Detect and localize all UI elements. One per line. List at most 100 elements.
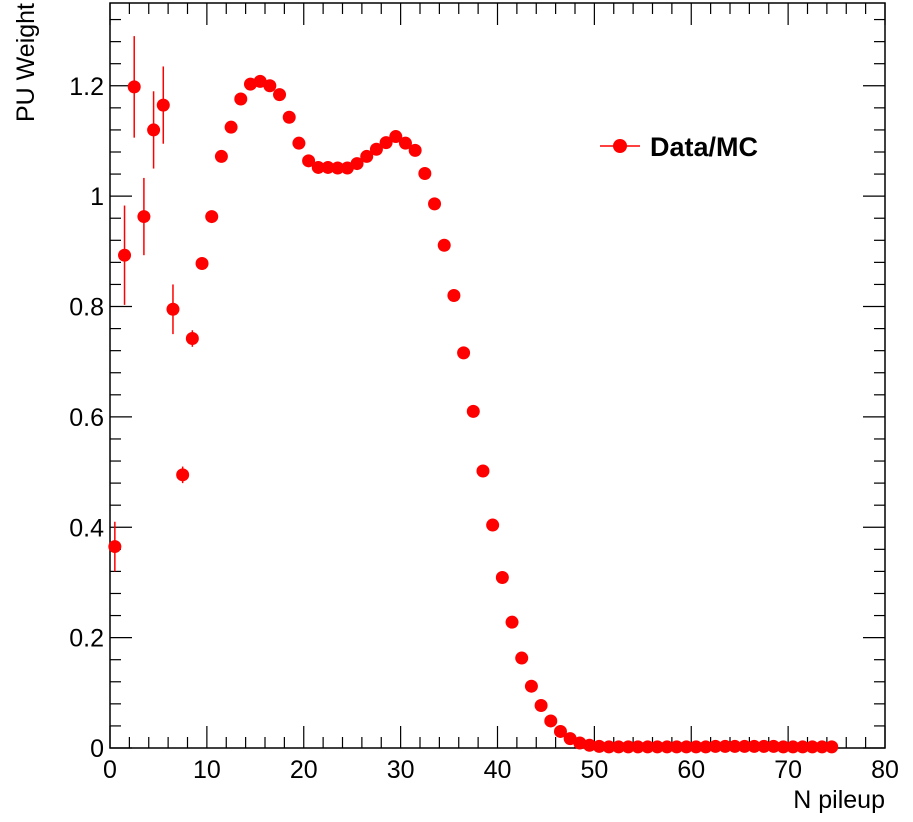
data-point	[641, 740, 655, 754]
data-point	[166, 284, 180, 335]
data-marker	[708, 739, 722, 753]
data-point	[447, 288, 461, 302]
data-point	[466, 404, 480, 418]
data-point	[776, 740, 790, 754]
data-point	[602, 740, 616, 754]
data-marker	[224, 120, 238, 134]
data-marker	[776, 740, 790, 754]
data-marker	[263, 79, 277, 93]
data-point	[118, 205, 132, 305]
data-point	[592, 739, 606, 753]
data-marker	[234, 92, 248, 106]
data-point	[224, 120, 238, 134]
data-marker	[563, 732, 577, 746]
data-point	[137, 177, 151, 256]
data-marker	[360, 149, 374, 163]
data-point	[379, 136, 393, 150]
data-marker	[505, 615, 519, 629]
data-point	[205, 210, 219, 224]
data-point	[573, 736, 587, 750]
data-point	[621, 740, 635, 754]
data-point	[718, 739, 732, 753]
y-tick-label: 0.2	[69, 625, 104, 653]
y-tick-label: 1	[90, 183, 104, 211]
data-point	[273, 88, 287, 102]
data-point	[544, 714, 558, 728]
legend-label: Data/MC	[650, 132, 758, 162]
data-point	[437, 238, 451, 252]
data-point	[176, 466, 190, 484]
data-marker	[205, 210, 219, 224]
data-marker	[408, 143, 422, 157]
data-point	[389, 130, 403, 144]
data-marker	[612, 740, 626, 754]
data-marker	[379, 136, 393, 150]
x-tick-label: 60	[677, 756, 705, 784]
data-marker	[466, 404, 480, 418]
data-marker	[476, 464, 490, 478]
data-point	[147, 91, 161, 169]
data-point	[369, 142, 383, 156]
plot-frame	[109, 2, 886, 749]
data-marker	[398, 136, 412, 150]
data-marker	[796, 740, 810, 754]
x-tick-label: 50	[580, 756, 608, 784]
data-marker	[253, 74, 267, 88]
data-marker	[389, 130, 403, 144]
data-marker	[156, 98, 170, 112]
data-marker	[292, 136, 306, 150]
data-point	[185, 330, 199, 347]
data-marker	[166, 302, 180, 316]
y-tick-label: 1.2	[69, 73, 104, 101]
x-tick-label: 20	[290, 756, 318, 784]
data-marker	[137, 210, 151, 224]
data-marker	[825, 740, 839, 754]
data-point	[757, 739, 771, 753]
data-point	[708, 739, 722, 753]
data-point	[534, 699, 548, 713]
data-point	[747, 739, 761, 753]
data-marker	[602, 740, 616, 754]
data-marker	[418, 167, 432, 181]
data-marker	[718, 739, 732, 753]
data-point	[350, 157, 364, 171]
data-marker	[214, 149, 228, 163]
legend: Data/MC	[600, 132, 758, 162]
data-point	[263, 79, 277, 93]
data-point	[476, 464, 490, 478]
data-marker	[321, 160, 335, 174]
data-marker	[108, 540, 122, 554]
data-marker	[679, 740, 693, 754]
data-point	[408, 143, 422, 157]
y-tick-label: 0.8	[69, 294, 104, 322]
data-marker	[176, 468, 190, 482]
x-tick-label: 80	[871, 756, 899, 784]
data-marker	[437, 238, 451, 252]
data-marker	[573, 736, 587, 750]
data-marker	[767, 739, 781, 753]
data-marker	[805, 740, 819, 754]
data-marker	[127, 80, 141, 94]
data-point	[127, 36, 141, 138]
data-point	[815, 740, 829, 754]
data-point	[679, 740, 693, 754]
data-point	[767, 739, 781, 753]
data-point	[457, 346, 471, 360]
x-tick-label: 70	[774, 756, 802, 784]
data-point	[292, 136, 306, 150]
data-marker	[486, 518, 500, 532]
axis-tick-labels: 0 10 20 30 40 50 60 70 80 0 0.2 0.4 0.6 0.8 1 1.2	[69, 73, 899, 784]
data-marker	[757, 739, 771, 753]
data-marker	[369, 142, 383, 156]
data-point	[612, 740, 626, 754]
x-tick-label: 30	[387, 756, 415, 784]
data-point	[311, 160, 325, 174]
data-point	[505, 615, 519, 629]
y-axis-title: PU Weight	[12, 3, 40, 122]
data-marker	[515, 651, 529, 665]
data-point	[699, 740, 713, 754]
data-point	[418, 167, 432, 181]
y-tick-label: 0	[90, 735, 104, 763]
data-marker	[650, 740, 664, 754]
